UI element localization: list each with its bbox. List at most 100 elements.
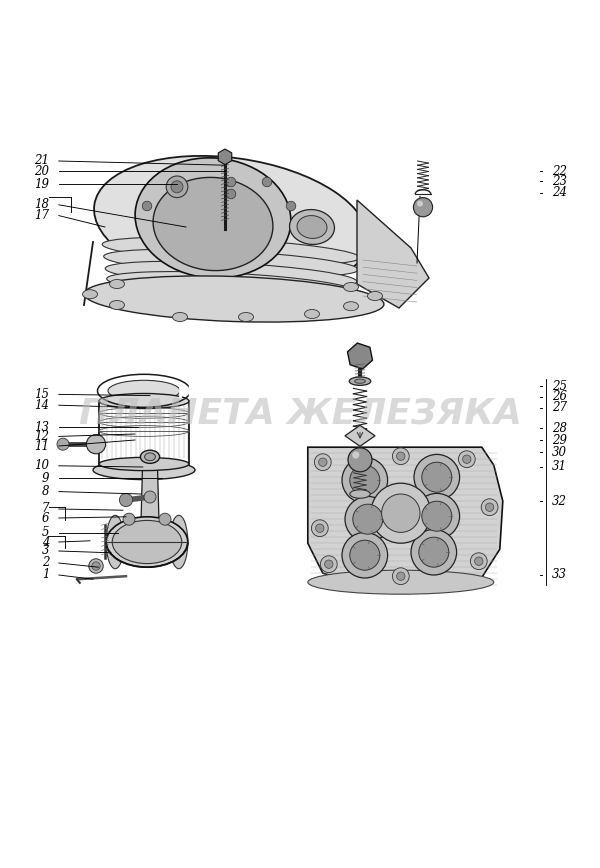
Circle shape [463,455,471,464]
Circle shape [342,457,388,503]
Circle shape [123,513,135,525]
Ellipse shape [84,276,384,322]
Polygon shape [357,200,429,308]
Circle shape [348,448,372,472]
Text: 22: 22 [552,165,567,178]
Circle shape [353,504,383,534]
Circle shape [485,503,494,511]
Text: 33: 33 [552,569,567,582]
Ellipse shape [104,249,358,277]
Text: 1: 1 [42,569,49,582]
Text: 15: 15 [34,388,49,401]
Text: 6: 6 [42,511,49,524]
Text: 7: 7 [42,503,49,516]
Ellipse shape [105,261,357,289]
Ellipse shape [367,292,383,300]
Ellipse shape [173,312,187,321]
Circle shape [166,176,188,198]
Ellipse shape [343,282,359,292]
Ellipse shape [305,310,320,319]
Ellipse shape [153,177,273,271]
Ellipse shape [308,570,494,595]
Circle shape [419,537,449,567]
Ellipse shape [355,379,365,384]
Circle shape [481,499,498,516]
Circle shape [397,572,405,581]
Ellipse shape [106,516,188,567]
Circle shape [422,462,452,492]
Text: 11: 11 [34,439,49,452]
Ellipse shape [109,300,125,310]
Ellipse shape [106,516,124,569]
Circle shape [411,529,457,575]
Text: 8: 8 [42,485,49,498]
Circle shape [371,483,431,543]
Circle shape [171,181,183,193]
Ellipse shape [350,490,370,498]
Text: 28: 28 [552,422,567,435]
Circle shape [342,532,388,578]
Circle shape [92,562,100,570]
Circle shape [226,189,236,199]
Ellipse shape [108,279,354,306]
Text: 26: 26 [552,391,567,404]
Ellipse shape [99,393,189,409]
Ellipse shape [107,272,355,299]
Circle shape [262,177,272,187]
Circle shape [413,198,433,217]
Circle shape [314,454,331,470]
Circle shape [144,491,156,503]
Circle shape [397,452,405,460]
Text: 3: 3 [42,544,49,557]
Ellipse shape [135,158,291,278]
Text: 29: 29 [552,433,567,446]
Ellipse shape [290,209,334,245]
Circle shape [382,494,420,532]
Ellipse shape [83,290,97,299]
Circle shape [350,540,380,570]
Circle shape [226,177,236,187]
Circle shape [311,520,328,536]
Text: 20: 20 [34,165,49,178]
Polygon shape [345,425,375,446]
Text: 23: 23 [552,174,567,187]
Circle shape [86,435,106,454]
Circle shape [319,458,327,466]
Text: 4: 4 [42,536,49,549]
Circle shape [470,553,487,569]
Circle shape [89,559,103,573]
Text: 24: 24 [552,187,567,200]
Circle shape [57,438,69,450]
Text: 21: 21 [34,155,49,168]
Ellipse shape [343,302,359,311]
Text: 25: 25 [552,379,567,392]
Ellipse shape [349,377,371,385]
Circle shape [475,557,483,565]
Text: 10: 10 [34,459,49,472]
Circle shape [320,556,337,573]
Circle shape [159,513,171,525]
Text: 13: 13 [34,421,49,434]
Ellipse shape [108,380,180,401]
Circle shape [345,496,391,542]
Circle shape [325,560,333,569]
Text: 32: 32 [552,495,567,508]
Circle shape [392,448,409,464]
Ellipse shape [145,453,155,461]
Ellipse shape [102,237,360,265]
Text: 2: 2 [42,556,49,569]
Circle shape [458,450,475,468]
Circle shape [392,568,409,585]
Text: 18: 18 [34,198,49,211]
Polygon shape [308,447,503,591]
Text: 5: 5 [42,527,49,540]
Ellipse shape [140,450,160,464]
Circle shape [119,493,133,507]
Circle shape [286,201,296,211]
Text: 19: 19 [34,178,49,191]
Circle shape [142,201,152,211]
Text: 12: 12 [34,430,49,443]
Ellipse shape [112,521,182,563]
Circle shape [316,524,324,532]
Circle shape [352,451,359,458]
